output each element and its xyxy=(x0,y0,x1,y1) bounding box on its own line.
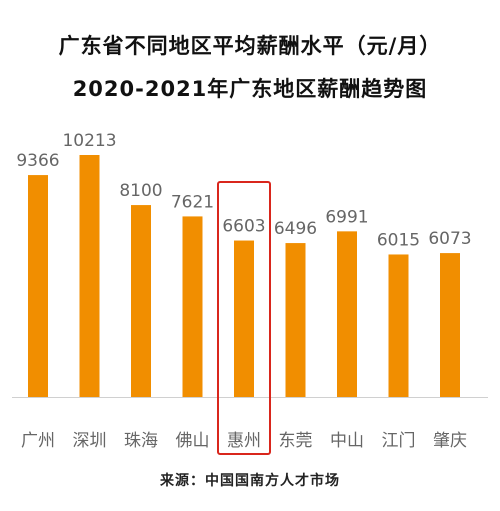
bar xyxy=(182,216,203,397)
highlight-box xyxy=(217,181,271,455)
source-note: 来源：中国国南方人才市场 xyxy=(160,473,340,489)
data-label: 6991 xyxy=(325,207,368,227)
data-label: 6015 xyxy=(377,230,420,250)
category-label: 惠州 xyxy=(227,431,261,451)
bar xyxy=(28,175,48,397)
bar xyxy=(234,240,254,397)
data-label: 10213 xyxy=(62,131,116,151)
category-label: 江门 xyxy=(382,431,416,451)
data-label: 8100 xyxy=(119,181,162,201)
bar xyxy=(440,253,460,397)
category-label: 广州 xyxy=(21,431,55,451)
bar xyxy=(79,155,100,397)
category-label: 珠海 xyxy=(124,431,158,451)
category-label: 中山 xyxy=(330,431,364,451)
data-label: 6496 xyxy=(274,219,317,239)
category-label: 肇庆 xyxy=(433,431,467,451)
bar xyxy=(337,231,357,397)
category-label: 佛山 xyxy=(176,431,210,451)
category-label: 深圳 xyxy=(73,431,107,451)
data-label: 6073 xyxy=(428,229,471,249)
category-label: 东莞 xyxy=(279,431,313,451)
chart-title: 广东省不同地区平均薪酬水平（元/月） xyxy=(58,34,442,58)
bar xyxy=(131,205,151,397)
bar xyxy=(285,243,306,397)
data-label: 7621 xyxy=(171,192,214,212)
bar xyxy=(388,254,409,397)
data-label: 9366 xyxy=(16,151,59,171)
chart-subtitle: 2020-2021年广东地区薪酬趋势图 xyxy=(72,77,428,101)
data-label: 6603 xyxy=(222,217,265,237)
